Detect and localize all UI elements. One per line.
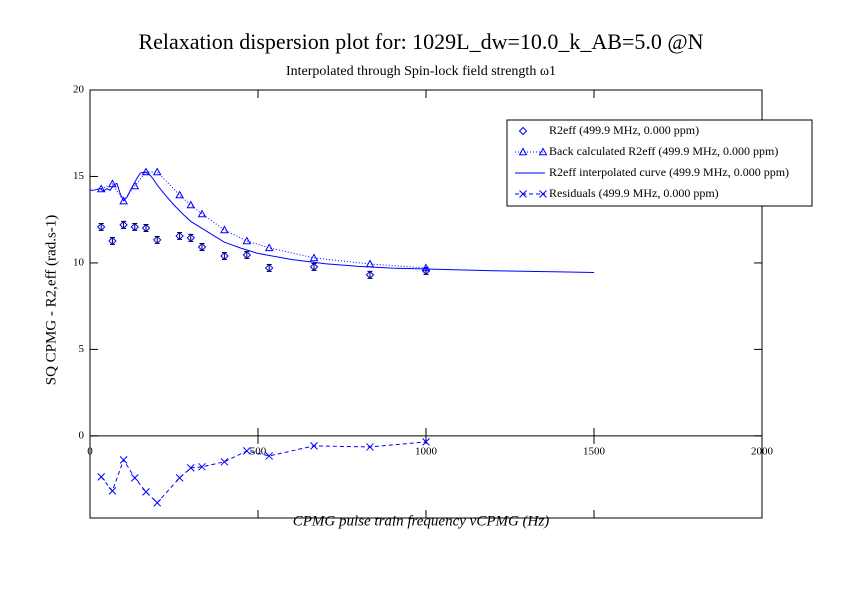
y-tick-label: 5 [79, 343, 85, 355]
data-point [152, 235, 162, 245]
legend-label: R2eff (499.9 MHz, 0.000 ppm) [549, 123, 699, 137]
legend-label: R2eff interpolated curve (499.9 MHz, 0.0… [549, 165, 789, 179]
legend-marker [519, 190, 527, 198]
data-point [264, 263, 274, 273]
data-point [197, 209, 207, 218]
x-tick-label: 1500 [583, 445, 606, 457]
data-point [309, 253, 319, 262]
legend-marker [518, 147, 528, 156]
data-point [421, 266, 431, 276]
data-point [152, 167, 162, 176]
data-point [97, 472, 106, 481]
data-point [175, 190, 184, 199]
y-axis-label: SQ CPMG - R2,eff (rad.s-1) [43, 215, 59, 386]
data-point [309, 262, 319, 272]
data-point [119, 220, 128, 230]
legend-box [506, 119, 813, 207]
data-point [198, 462, 206, 471]
data-point [186, 200, 196, 209]
data-point [175, 474, 184, 482]
x-tick-label: 1000 [415, 445, 438, 457]
data-point [175, 231, 184, 241]
data-point [130, 222, 139, 232]
data-point [119, 456, 128, 464]
series-line [90, 171, 595, 273]
x-tick-label: 500 [250, 445, 267, 457]
y-tick-label: 15 [73, 170, 85, 182]
data-point [310, 442, 318, 450]
data-point [220, 251, 229, 261]
data-point [153, 498, 162, 507]
legend-label: Back calculated R2eff (499.9 MHz, 0.000 … [549, 144, 778, 158]
data-point [242, 250, 252, 260]
x-tick-label: 2000 [751, 445, 774, 457]
data-point [365, 270, 375, 280]
data-point [141, 223, 151, 233]
legend-marker [539, 190, 547, 198]
data-point [242, 447, 251, 455]
data-point [421, 263, 431, 272]
data-point [220, 457, 229, 466]
data-point [197, 242, 207, 252]
data-point [141, 167, 151, 176]
data-point [422, 438, 430, 446]
y-tick-label: 10 [73, 256, 85, 268]
data-point [186, 233, 196, 243]
legend-label: Residuals (499.9 MHz, 0.000 ppm) [549, 186, 719, 200]
data-point [242, 236, 252, 245]
legend-marker [538, 147, 548, 156]
x-tick-label: 0 [87, 445, 93, 457]
x-axis-label: CPMG pulse train frequency νCPMG (Hz) [293, 513, 549, 529]
data-point [130, 474, 139, 482]
data-point [366, 443, 374, 451]
data-point [119, 196, 128, 205]
data-point [142, 488, 150, 496]
y-tick-label: 20 [73, 84, 85, 96]
data-point [108, 236, 117, 246]
data-point [108, 486, 117, 495]
data-point [220, 225, 229, 234]
chart-title: Relaxation dispersion plot for: 1029L_dw… [138, 29, 703, 54]
chart-subtitle: Interpolated through Spin-lock field str… [286, 64, 556, 79]
legend-marker [518, 126, 528, 136]
data-point [264, 243, 274, 252]
y-tick-label: 0 [79, 429, 85, 441]
data-point [96, 222, 106, 232]
data-point [265, 452, 274, 460]
data-point [186, 463, 195, 472]
